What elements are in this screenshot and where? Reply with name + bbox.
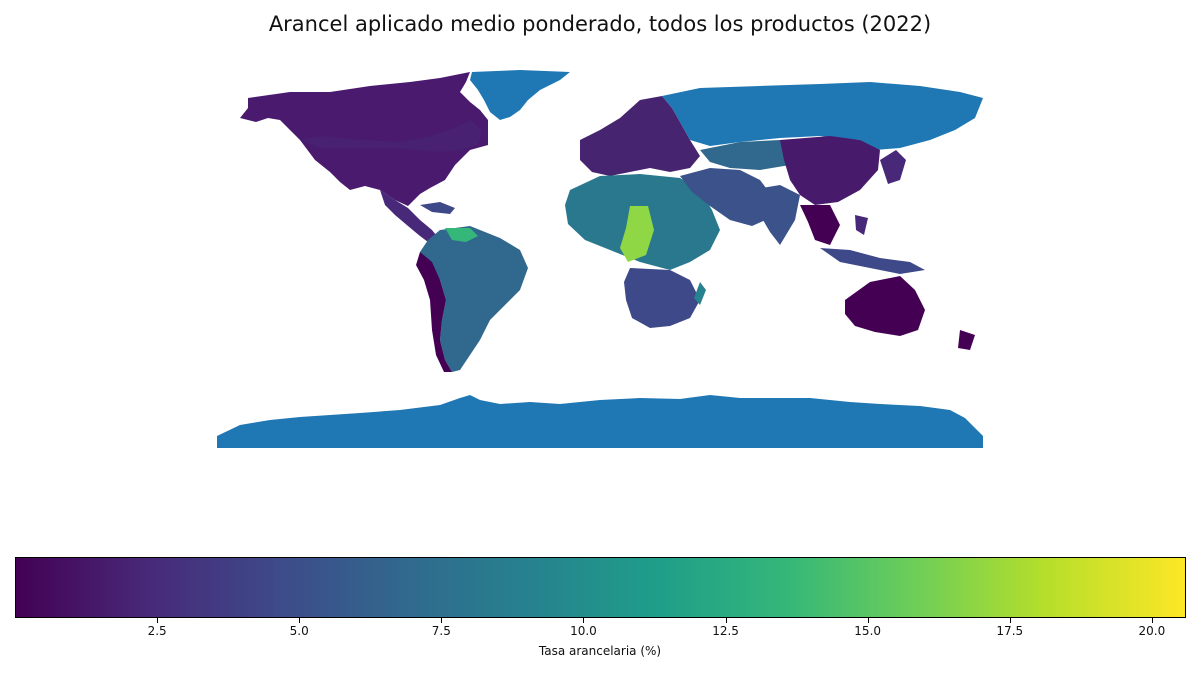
colorbar-tick <box>583 618 585 623</box>
map-title: Arancel aplicado medio ponderado, todos … <box>268 12 932 36</box>
region-south-america <box>420 226 528 372</box>
colorbar <box>15 557 1186 618</box>
region-china <box>780 136 880 205</box>
region-southeast-asia <box>800 205 840 245</box>
colorbar-tick-label: 2.5 <box>147 624 167 638</box>
colorbar-tick <box>1009 618 1011 623</box>
region-caribbean <box>420 202 455 214</box>
region-indonesia <box>820 248 925 274</box>
colorbar-tick-label: 20.0 <box>1138 624 1166 638</box>
colorbar-tick-label: 15.0 <box>854 624 882 638</box>
colorbar-tick-label: 7.5 <box>431 624 451 638</box>
colorbar-tick <box>441 618 443 623</box>
region-central-asia <box>700 140 800 170</box>
colorbar-tick <box>725 618 727 623</box>
colorbar-tick-label: 17.5 <box>996 624 1024 638</box>
region-central-america <box>380 190 440 245</box>
region-venezuela <box>445 228 478 242</box>
region-canada <box>300 120 482 152</box>
colorbar-tick <box>157 618 159 623</box>
colorbar-tick <box>1151 618 1153 623</box>
region-europe <box>580 96 700 176</box>
colorbar-tick-label: 10.0 <box>570 624 597 638</box>
region-middle-east <box>680 168 775 226</box>
region-madagascar <box>694 282 706 305</box>
region-australia <box>845 276 925 336</box>
colorbar-tick-label: 12.5 <box>712 624 739 638</box>
region-south-asia <box>750 185 800 245</box>
region-antarctica <box>217 395 983 448</box>
region-japan-korea <box>880 150 906 184</box>
world-choropleth-map <box>217 70 983 448</box>
region-philippines <box>855 215 868 235</box>
region-russia <box>662 82 983 150</box>
colorbar-tick-label: 5.0 <box>289 624 309 638</box>
region-africa-central <box>620 206 654 262</box>
region-new-zealand <box>958 330 975 350</box>
region-africa-south <box>624 268 700 328</box>
region-peru-chile <box>416 252 452 372</box>
region-north-america <box>240 72 488 206</box>
colorbar-label: Tasa arancelaria (%) <box>538 644 662 658</box>
colorbar-tick <box>867 618 869 623</box>
region-greenland <box>470 70 570 120</box>
colorbar-tick <box>299 618 301 623</box>
colorbar-gradient <box>16 558 1185 617</box>
